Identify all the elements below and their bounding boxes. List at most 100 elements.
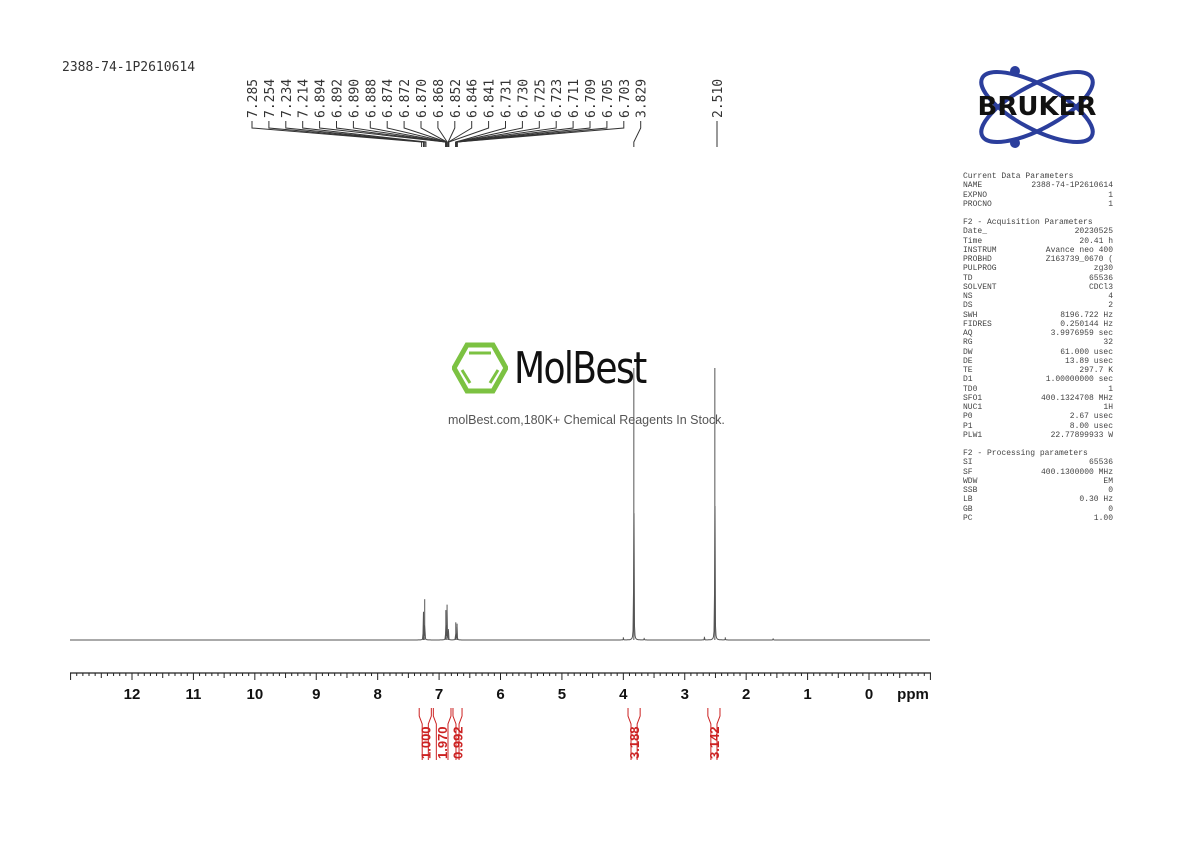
- peak-label-connector: [285, 121, 426, 147]
- param-value: 2.67 usec: [1069, 412, 1113, 422]
- param-row: DE 13.89 usec: [963, 357, 1113, 366]
- peak-label: 6.705: [601, 79, 616, 118]
- peak-labels: 7.285 7.254 7.234 7.214 6.894 6.892 6.890 6.888…: [246, 79, 726, 147]
- spectrum: [70, 368, 930, 641]
- param-key: EXPNO: [963, 190, 988, 200]
- peak-label-connector: [437, 121, 448, 147]
- peak-label: 6.870: [415, 79, 430, 118]
- param-value: 400.1300000 MHz: [1040, 467, 1113, 477]
- param-value: 297.7 K: [1079, 366, 1113, 375]
- param-key: TD: [963, 273, 973, 283]
- peak-label-connector: [369, 121, 447, 147]
- x-tick-label: 3: [681, 686, 689, 703]
- molbest-wordmark: MolBest: [514, 342, 647, 394]
- sample-name: 2388-74-1P2610614: [62, 60, 196, 75]
- param-key: INSTRUM: [963, 245, 997, 255]
- peak-label: 2.510: [711, 79, 726, 118]
- benzene-logo-icon: [452, 342, 508, 394]
- param-value: 0.30 Hz: [1079, 495, 1113, 505]
- param-value: 13.89 usec: [1064, 356, 1113, 366]
- param-key: NAME: [963, 181, 983, 191]
- param-row: PROBHD Z163739_0670 (: [963, 255, 1113, 264]
- param-value: 0: [1108, 486, 1113, 495]
- param-key: SWH: [963, 310, 978, 320]
- param-row: LB 0.30 Hz: [963, 495, 1113, 504]
- param-row: TD0 1: [963, 385, 1113, 394]
- x-tick-label: 5: [558, 686, 566, 703]
- param-key: SSB: [963, 486, 978, 495]
- param-value: zg30: [1093, 264, 1113, 274]
- param-row: NUC1 1H: [963, 403, 1113, 412]
- peak-label: 6.872: [398, 79, 413, 118]
- param-key: Date_: [963, 227, 988, 237]
- integral-bracket-right: [427, 708, 432, 760]
- integral-bracket-left: [418, 708, 423, 760]
- peak-label: 6.711: [567, 79, 582, 118]
- integral-value: 0.992: [451, 726, 466, 759]
- param-key: AQ: [963, 329, 973, 338]
- integral-bracket-right: [636, 708, 641, 760]
- peak-label: 6.731: [500, 79, 515, 118]
- param-key: P0: [963, 412, 973, 422]
- param-key: TE: [963, 366, 973, 375]
- param-value: 65536: [1088, 273, 1113, 283]
- param-section-title: Current Data Parameters: [963, 172, 1074, 181]
- param-value: 20230525: [1074, 227, 1113, 237]
- peak-label: 6.723: [550, 79, 565, 118]
- peak-label-connector: [302, 121, 427, 147]
- param-value: 20.41 h: [1079, 236, 1113, 246]
- spectrum-line: [70, 505, 930, 641]
- param-row: RG 32: [963, 338, 1113, 347]
- param-value: 1: [1108, 190, 1113, 200]
- integral-bracket-left: [707, 708, 712, 760]
- peak-label: 7.214: [297, 79, 312, 118]
- param-row: NS 4: [963, 292, 1113, 301]
- x-tick-label: 8: [373, 686, 381, 703]
- peak-label-connector: [268, 121, 424, 147]
- peak-label: 6.709: [584, 79, 599, 118]
- param-key: P1: [963, 421, 973, 431]
- param-value: 4: [1108, 292, 1113, 301]
- peak-label-connector: [448, 121, 490, 147]
- param-row: Date_ 20230525: [963, 227, 1113, 236]
- param-row: INSTRUM Avance neo 400: [963, 246, 1113, 255]
- param-row: EXPNO 1: [963, 191, 1113, 200]
- param-value: 1H: [1103, 403, 1113, 412]
- peak-label-connector: [455, 121, 557, 147]
- peak-label: 7.254: [263, 79, 278, 118]
- param-key: LB: [963, 495, 973, 505]
- param-value: 0: [1108, 504, 1113, 514]
- param-row: FIDRES 0.250144 Hz: [963, 320, 1113, 329]
- param-value: 2388-74-1P2610614: [1031, 181, 1113, 191]
- peak-label: 6.852: [449, 79, 464, 118]
- peak-label: 6.725: [533, 79, 548, 118]
- param-row: SWH 8196.722 Hz: [963, 311, 1113, 320]
- param-key: RG: [963, 338, 973, 348]
- param-key: SFO1: [963, 393, 983, 403]
- peak-label: 6.730: [516, 79, 531, 118]
- param-row: TD 65536: [963, 274, 1113, 283]
- param-row: Time 20.41 h: [963, 237, 1113, 246]
- integral-value: 3.142: [707, 726, 722, 759]
- param-row: GB 0: [963, 505, 1113, 514]
- param-key: NUC1: [963, 403, 983, 412]
- param-row: PC 1.00: [963, 514, 1113, 523]
- param-value: 8.00 usec: [1069, 421, 1113, 431]
- param-value: 400.1324708 MHz: [1040, 393, 1113, 403]
- param-key: PULPROG: [963, 264, 997, 274]
- param-row: PULPROG zg30: [963, 264, 1113, 273]
- peak-label-connector: [456, 121, 625, 147]
- param-key: SF: [963, 467, 973, 477]
- peak-label-connector: [633, 121, 642, 147]
- x-tick-label: 11: [185, 686, 201, 703]
- peak-label: 7.234: [280, 79, 295, 118]
- x-tick-label: 6: [496, 686, 504, 703]
- molbest-slogan: molBest.com,180K+ Chemical Reagents In S…: [448, 413, 725, 427]
- param-value: 61.000 usec: [1060, 347, 1113, 357]
- param-value: 65536: [1088, 458, 1113, 468]
- param-row: SFO1 400.1324708 MHz: [963, 394, 1113, 403]
- x-axis-label: ppm: [897, 686, 929, 703]
- param-key: DW: [963, 347, 973, 357]
- param-section-title: F2 - Processing parameters: [963, 449, 1088, 458]
- param-value: 1: [1108, 199, 1113, 209]
